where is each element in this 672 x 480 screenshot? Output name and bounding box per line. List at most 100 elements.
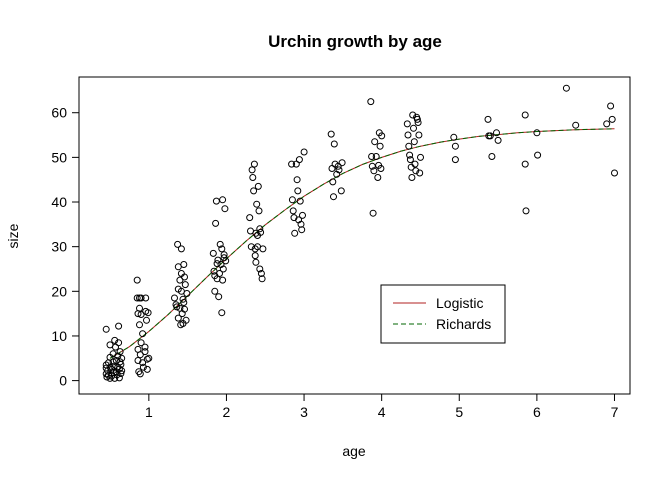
data-point	[133, 276, 141, 284]
data-point	[136, 321, 143, 329]
data-point	[250, 160, 258, 168]
data-point	[118, 367, 126, 375]
data-point	[410, 138, 418, 146]
x-tick-label: 3	[300, 404, 308, 420]
data-point	[115, 374, 123, 382]
x-tick-label: 4	[378, 404, 386, 420]
y-axis: 0 10 20 30 40 50 60	[51, 105, 80, 389]
data-point	[111, 336, 119, 344]
data-point	[294, 187, 302, 195]
data-point	[410, 124, 417, 132]
data-point	[180, 261, 188, 268]
x-axis: 1 2 3 4 5 6 7	[145, 393, 619, 420]
data-point	[330, 140, 338, 148]
data-point	[493, 129, 500, 137]
data-point	[288, 160, 296, 168]
data-point	[174, 314, 182, 322]
y-tick-label: 60	[51, 105, 67, 121]
data-point	[219, 276, 227, 284]
data-point	[412, 167, 420, 175]
data-point	[406, 151, 414, 159]
data-point	[139, 359, 147, 367]
data-point	[297, 220, 305, 228]
data-point	[139, 330, 147, 338]
data-point	[144, 309, 152, 317]
data-point	[143, 316, 150, 324]
data-point	[572, 121, 580, 129]
data-point	[337, 187, 345, 195]
data-point	[330, 193, 337, 201]
data-point	[181, 281, 189, 289]
data-point	[109, 358, 117, 366]
y-axis-label: size	[5, 223, 21, 248]
data-point	[104, 367, 112, 375]
data-point	[411, 160, 419, 168]
data-point	[177, 245, 185, 253]
data-point	[335, 166, 343, 174]
data-point	[116, 348, 124, 356]
data-point	[254, 182, 262, 190]
data-point	[451, 156, 459, 164]
data-point	[255, 207, 263, 215]
series-line-richards	[109, 128, 615, 359]
legend-label-richards: Richards	[436, 316, 491, 332]
data-point	[374, 174, 382, 181]
data-point	[521, 160, 529, 168]
data-point	[416, 169, 424, 177]
data-point	[450, 133, 458, 141]
data-point	[522, 207, 530, 215]
data-point	[174, 240, 182, 248]
data-point	[405, 142, 413, 150]
data-point	[216, 240, 224, 248]
data-point	[494, 136, 502, 144]
data-point	[180, 299, 188, 306]
data-point	[212, 219, 220, 227]
data-point	[257, 228, 265, 236]
x-tick-label: 1	[145, 404, 153, 420]
legend-box	[380, 284, 506, 344]
data-point	[327, 130, 335, 138]
data-point	[252, 229, 260, 237]
data-point	[300, 148, 308, 156]
data-point	[179, 295, 187, 303]
data-point	[369, 209, 377, 217]
x-axis-label: age	[342, 443, 366, 459]
data-point	[133, 294, 141, 302]
data-point	[246, 214, 254, 222]
data-point	[219, 196, 227, 204]
data-point	[139, 363, 147, 371]
data-point	[257, 270, 265, 277]
data-point	[370, 167, 378, 175]
data-point	[377, 165, 385, 172]
data-point	[249, 174, 257, 181]
data-point	[338, 159, 346, 167]
data-point	[258, 275, 266, 283]
data-point	[115, 365, 123, 373]
data-point	[415, 131, 423, 139]
data-point	[414, 119, 422, 126]
data-point	[136, 351, 144, 359]
y-tick-label: 10	[51, 328, 67, 344]
data-point	[181, 273, 188, 281]
data-point	[417, 153, 424, 161]
data-point	[250, 187, 258, 195]
data-point	[141, 343, 149, 351]
data-point	[105, 371, 112, 379]
data-point	[181, 305, 188, 313]
y-tick-label: 50	[51, 149, 67, 165]
data-point	[256, 225, 264, 233]
y-tick-label: 20	[51, 283, 67, 299]
data-point	[329, 178, 337, 186]
legend-label-logistic: Logistic	[436, 295, 483, 311]
data-point	[145, 354, 153, 362]
y-tick-label: 40	[51, 194, 67, 210]
data-point	[211, 287, 219, 295]
data-point	[451, 142, 459, 150]
data-point	[259, 245, 267, 253]
data-point	[143, 355, 151, 363]
data-point	[251, 252, 259, 260]
data-point	[141, 348, 149, 356]
fit-lines	[109, 128, 615, 359]
data-point	[212, 197, 220, 205]
